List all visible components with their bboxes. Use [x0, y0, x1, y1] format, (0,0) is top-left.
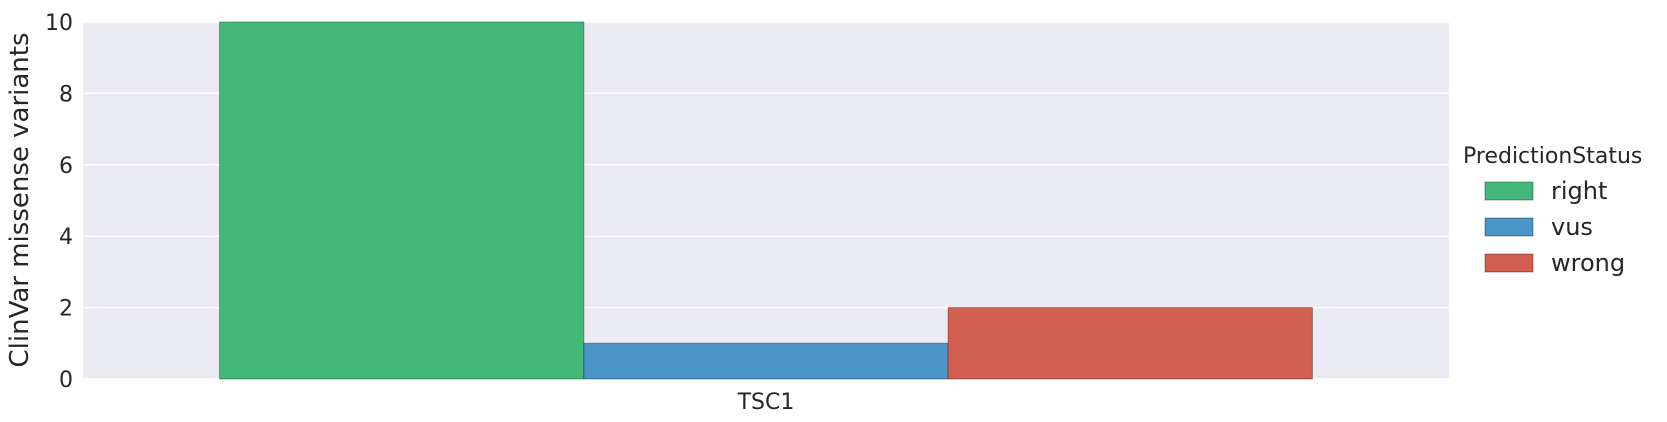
- y-tick-label: 0: [59, 368, 73, 393]
- x-tick-labels: TSC1: [737, 390, 795, 415]
- legend-label-right: right: [1551, 177, 1607, 205]
- legend-label-vus: vus: [1551, 213, 1593, 241]
- bar-vus: [583, 342, 949, 380]
- legend-swatch-right: [1484, 181, 1534, 201]
- y-tick-label: 6: [59, 154, 73, 179]
- y-tick-labels: 0 2 4 6 8 10: [45, 11, 73, 393]
- y-tick-label: 8: [59, 82, 73, 107]
- bar-wrong: [947, 307, 1313, 380]
- legend-title: PredictionStatus: [1463, 144, 1642, 169]
- y-axis-label: ClinVar missense variants: [5, 32, 35, 367]
- bars: [219, 21, 1313, 380]
- bar-right: [219, 21, 585, 380]
- legend-swatch-wrong: [1484, 253, 1534, 273]
- legend: PredictionStatus right vus wrong: [1463, 144, 1642, 277]
- y-tick-label: 2: [59, 297, 73, 322]
- legend-swatch-vus: [1484, 217, 1534, 237]
- y-tick-label: 4: [59, 225, 73, 250]
- x-tick-label: TSC1: [737, 390, 795, 415]
- legend-label-wrong: wrong: [1551, 249, 1625, 277]
- y-tick-label: 10: [45, 11, 73, 36]
